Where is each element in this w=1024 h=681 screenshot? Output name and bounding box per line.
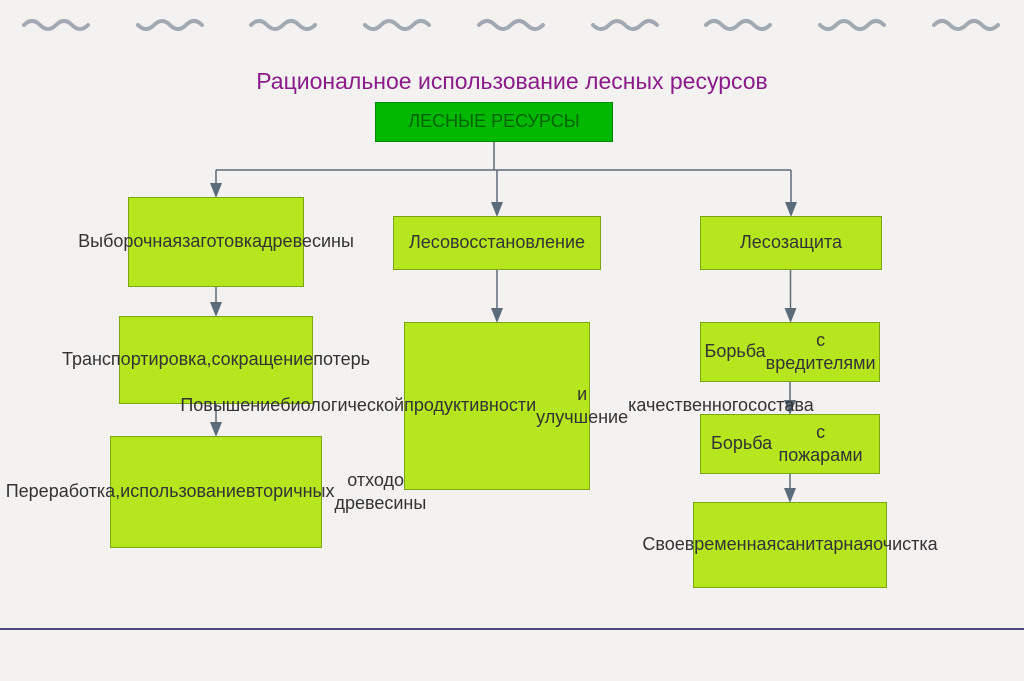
squiggle-icon <box>818 16 888 34</box>
flowchart-node-a2: Транспортировка,сокращениепотерь <box>119 316 313 404</box>
flowchart-node-root: ЛЕСНЫЕ РЕСУРСЫ <box>375 102 613 142</box>
decorative-border-bottom <box>0 628 1024 630</box>
flowchart-node-b2: Повышениебиологическойпродуктивностии ул… <box>404 322 590 490</box>
flowchart-node-b1: Лесовосстановление <box>393 216 601 270</box>
squiggle-icon <box>477 16 547 34</box>
squiggle-icon <box>22 16 92 34</box>
diagram-title: Рациональное использование лесных ресурс… <box>0 68 1024 95</box>
flowchart-node-c4: Своевременнаясанитарнаяочистка <box>693 502 887 588</box>
squiggle-icon <box>591 16 661 34</box>
decorative-border-top <box>0 0 1024 50</box>
flowchart-node-a1: Выборочнаязаготовкадревесины <box>128 197 304 287</box>
squiggle-icon <box>932 16 1002 34</box>
squiggle-icon <box>704 16 774 34</box>
flowchart-node-a3: Переработка,использованиевторичныхотходо… <box>110 436 322 548</box>
squiggle-icon <box>363 16 433 34</box>
flowchart-node-c3: Борьбас пожарами <box>700 414 880 474</box>
squiggle-icon <box>136 16 206 34</box>
squiggle-icon <box>249 16 319 34</box>
flowchart-node-c1: Лесозащита <box>700 216 882 270</box>
flowchart-node-c2: Борьбас вредителями <box>700 322 880 382</box>
